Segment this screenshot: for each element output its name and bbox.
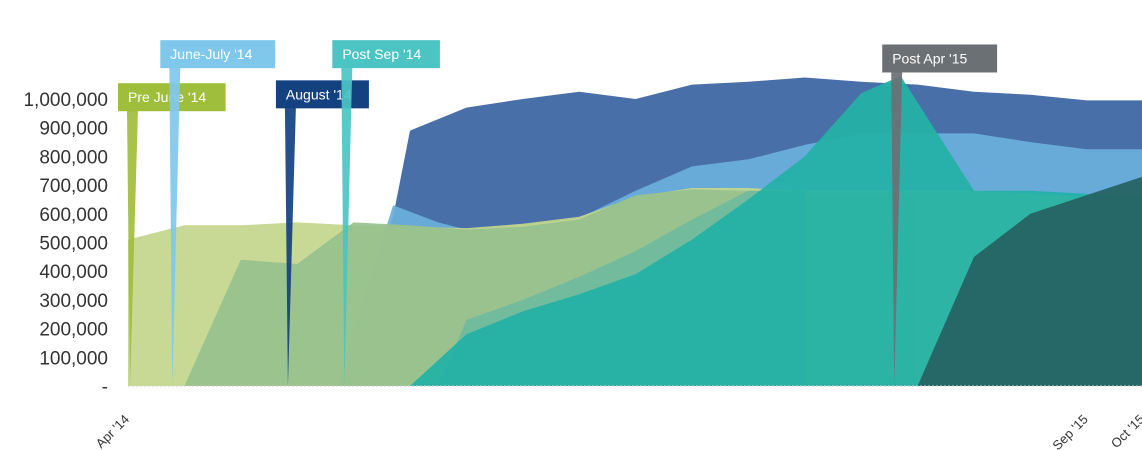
y-tick-label: 600,000 bbox=[39, 205, 108, 226]
y-tick-label: 300,000 bbox=[39, 291, 108, 312]
y-tick-label: - bbox=[102, 377, 108, 398]
y-tick-label: 400,000 bbox=[39, 262, 108, 283]
annotation-spike bbox=[169, 66, 181, 386]
annotation-label: Post Apr '15 bbox=[892, 50, 967, 66]
y-tick-label: 200,000 bbox=[39, 320, 108, 341]
x-tick-label: Sep '15 bbox=[1049, 412, 1090, 450]
annotation-label: June-July '14 bbox=[170, 46, 252, 62]
annotation-box bbox=[882, 44, 998, 73]
y-tick-label: 700,000 bbox=[39, 176, 108, 197]
annotation-flags: Pre June '14 June-July '14 August '14 Post … bbox=[118, 40, 998, 386]
annotation-box bbox=[275, 80, 369, 109]
annotation-label: Pre June '14 bbox=[128, 89, 206, 105]
area-series-6 bbox=[353, 76, 1142, 386]
y-axis-ticks: - 100,000 200,000 300,000 400,000 500,000 600,… bbox=[23, 90, 108, 398]
x-axis-ticks: Apr '14 Sep '15 Oct '15 bbox=[93, 412, 1142, 450]
annotation-spike bbox=[891, 70, 903, 386]
annotation-box bbox=[160, 40, 276, 69]
y-tick-label: 1,000,000 bbox=[23, 90, 108, 111]
y-tick-label: 100,000 bbox=[39, 348, 108, 369]
annotation-spike bbox=[127, 109, 138, 386]
y-tick-label: 800,000 bbox=[39, 147, 108, 168]
annotation-flag: June-July '14 bbox=[160, 40, 276, 386]
annotation-label: August '14 bbox=[286, 86, 352, 102]
annotation-spike bbox=[284, 106, 296, 386]
annotation-flag: Post Sep '14 bbox=[332, 40, 440, 386]
annotation-flag: August '14 bbox=[275, 80, 369, 386]
chart-areas bbox=[128, 76, 1142, 386]
area-series-7 bbox=[917, 176, 1142, 386]
y-tick-label: 500,000 bbox=[39, 234, 108, 255]
annotation-flag: Post Apr '15 bbox=[882, 44, 998, 386]
annotation-spike bbox=[341, 66, 353, 386]
annotation-label: Post Sep '14 bbox=[342, 46, 421, 62]
annotation-box bbox=[332, 40, 440, 69]
x-tick-label: Oct '15 bbox=[1108, 412, 1142, 450]
y-tick-label: 900,000 bbox=[39, 119, 108, 140]
x-tick-label: Apr '14 bbox=[93, 412, 132, 450]
